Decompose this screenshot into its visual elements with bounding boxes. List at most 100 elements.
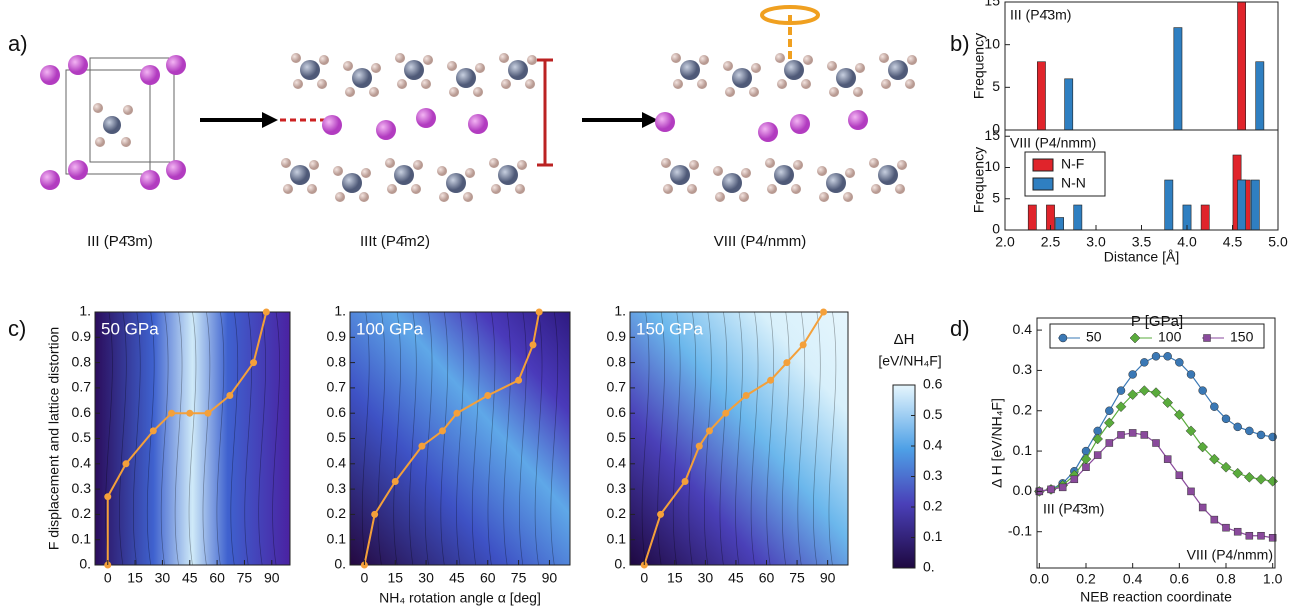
atom: [784, 60, 804, 80]
panel-label: a): [8, 31, 28, 56]
atom: [423, 55, 433, 65]
marker: [1139, 386, 1149, 396]
atom: [663, 184, 673, 194]
mep-point: [263, 309, 270, 316]
atom: [508, 60, 528, 80]
mep-point: [226, 392, 233, 399]
x-tick-label: 60: [759, 570, 775, 586]
atom: [725, 87, 735, 97]
atom: [827, 61, 837, 71]
atom: [291, 53, 301, 63]
atom: [790, 114, 810, 134]
atom: [848, 110, 868, 130]
y-tick-label: 0.8: [72, 353, 92, 369]
legend-label: 50: [1086, 329, 1102, 345]
y-tick-label: 15: [984, 127, 1000, 143]
marker: [1153, 440, 1160, 447]
x-tick-label: 60: [209, 570, 225, 586]
atom: [826, 173, 846, 193]
marker: [1246, 532, 1253, 539]
panel-title: VIII (P4/nmm): [1010, 135, 1096, 151]
atom: [359, 192, 369, 202]
marker: [1083, 464, 1090, 471]
marker: [1222, 415, 1230, 423]
series-line: [1039, 433, 1272, 538]
bar: [1074, 205, 1082, 230]
panel-title: 50 GPa: [101, 319, 159, 338]
atom: [283, 184, 293, 194]
atom: [446, 173, 466, 193]
x-tick-label: 0: [104, 570, 112, 586]
atom: [309, 160, 319, 170]
bar: [1238, 2, 1246, 130]
mep-point: [536, 309, 543, 316]
y-tick-label: 0.8: [607, 353, 627, 369]
x-tick-label: 4.0: [1177, 234, 1197, 250]
atom: [777, 79, 787, 89]
legend-title: P [GPa]: [1131, 313, 1183, 330]
marker: [1071, 476, 1078, 483]
y-tick-label: 0.8: [327, 353, 347, 369]
atom: [123, 105, 133, 115]
y-tick-label: 5: [992, 78, 1000, 94]
atom: [166, 55, 186, 75]
bar: [1028, 205, 1036, 230]
y-tick-label: 0.2: [607, 505, 627, 521]
marker: [1186, 426, 1196, 436]
colorbar-unit: [eV/NH₄F]: [878, 353, 941, 369]
mep-point: [783, 359, 790, 366]
mep-point: [453, 410, 460, 417]
y-tick-label: 0.4: [607, 455, 627, 471]
marker: [1211, 516, 1218, 523]
marker: [1164, 352, 1172, 360]
atom: [739, 192, 749, 202]
atom: [687, 184, 697, 194]
atom: [515, 184, 525, 194]
atom: [385, 158, 395, 168]
x-tick-label: 90: [820, 570, 836, 586]
atom: [95, 137, 105, 147]
atom: [878, 165, 898, 185]
atom: [465, 168, 475, 178]
y-tick-label: 0.3: [607, 480, 627, 496]
marker: [1081, 454, 1091, 464]
atom: [103, 116, 121, 134]
x-tick-label: 30: [418, 570, 434, 586]
marker: [1188, 488, 1195, 495]
atom: [803, 55, 813, 65]
colorbar-tick-label: 0.: [923, 559, 935, 575]
bar: [1174, 28, 1182, 130]
mep-point: [122, 460, 129, 467]
y-tick-label: 0.4: [72, 455, 92, 471]
marker: [1258, 532, 1265, 539]
atom: [93, 103, 103, 113]
panel-title: III (P4̄3m): [1010, 7, 1071, 23]
atom: [767, 184, 777, 194]
mep-point: [767, 377, 774, 384]
atom: [517, 160, 527, 170]
marker: [1104, 418, 1114, 428]
mep-point: [392, 478, 399, 485]
atom: [281, 158, 291, 168]
mep-point: [800, 341, 807, 348]
atom: [439, 192, 449, 202]
y-tick-label: 0.6: [607, 404, 627, 420]
colorbar-title: ΔH: [894, 331, 915, 348]
atom: [421, 79, 431, 89]
mep-point: [439, 427, 446, 434]
atom: [371, 63, 381, 73]
x-tick-label: 90: [542, 570, 558, 586]
atom: [449, 87, 459, 97]
x-tick-label: 4.5: [1223, 234, 1243, 250]
x-tick-label: 0.6: [1170, 571, 1190, 587]
atom: [319, 55, 329, 65]
atom: [855, 63, 865, 73]
structure-art: [40, 7, 917, 202]
x-tick-label: 75: [237, 570, 253, 586]
mep-point: [706, 427, 713, 434]
x-tick-label: 3.5: [1132, 234, 1152, 250]
y-tick-label: 0.5: [72, 429, 92, 445]
atom: [715, 192, 725, 202]
y-tick-label: 10: [984, 158, 1000, 174]
bar: [1037, 62, 1045, 130]
